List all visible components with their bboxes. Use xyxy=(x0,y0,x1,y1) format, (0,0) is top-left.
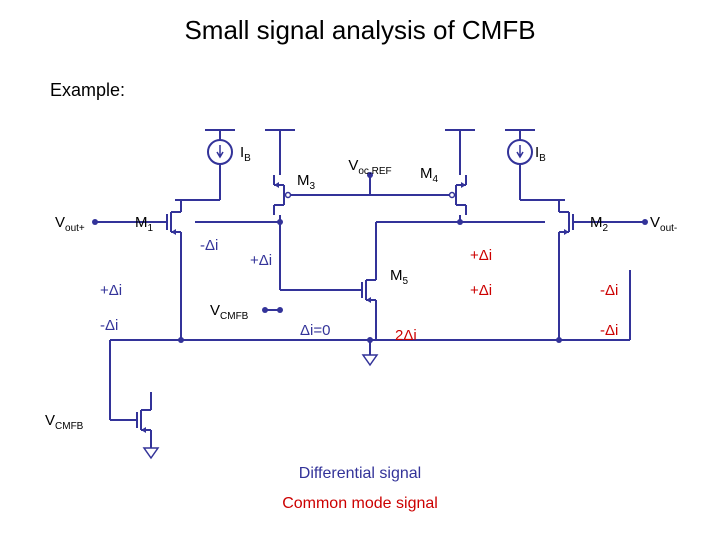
svg-text:M5: M5 xyxy=(390,267,409,287)
diff-di0: Δi=0 xyxy=(300,322,330,339)
circuit-diagram: IB IB M3 M4 Voc.REF M1 M2 Vout+ Vout- M5… xyxy=(0,0,720,540)
diff-left-minus: -Δi xyxy=(100,317,118,334)
caption-cm: Common mode signal xyxy=(282,495,438,512)
cm-bottom-minus: -Δi xyxy=(600,322,618,339)
svg-text:IB: IB xyxy=(240,144,251,164)
svg-text:Vout-: Vout- xyxy=(650,214,677,234)
svg-text:M1: M1 xyxy=(135,214,154,234)
caption-diff: Differential signal xyxy=(299,465,421,482)
cm-2di: 2Δi xyxy=(395,327,417,344)
svg-text:M4: M4 xyxy=(420,165,439,185)
cm-right-lower: +Δi xyxy=(470,282,492,299)
cm-right-minus: -Δi xyxy=(600,282,618,299)
diff-m1-below: -Δi xyxy=(200,237,218,254)
transistor-m2 xyxy=(559,202,585,242)
transistor-tail xyxy=(125,400,151,440)
transistor-m4 xyxy=(440,175,466,215)
transistor-m1 xyxy=(155,202,181,242)
svg-text:Vout+: Vout+ xyxy=(55,214,85,234)
cm-right-upper: +Δi xyxy=(470,247,492,264)
diff-m3-plus: +Δi xyxy=(250,252,272,269)
diff-left-plus: +Δi xyxy=(100,282,122,299)
svg-text:IB: IB xyxy=(535,144,546,164)
svg-text:M3: M3 xyxy=(297,172,316,192)
svg-text:M2: M2 xyxy=(590,214,609,234)
svg-text:Voc.REF: Voc.REF xyxy=(348,157,391,177)
transistor-m5 xyxy=(350,270,376,310)
svg-text:VCMFB: VCMFB xyxy=(45,412,84,432)
svg-text:VCMFB: VCMFB xyxy=(210,302,249,322)
